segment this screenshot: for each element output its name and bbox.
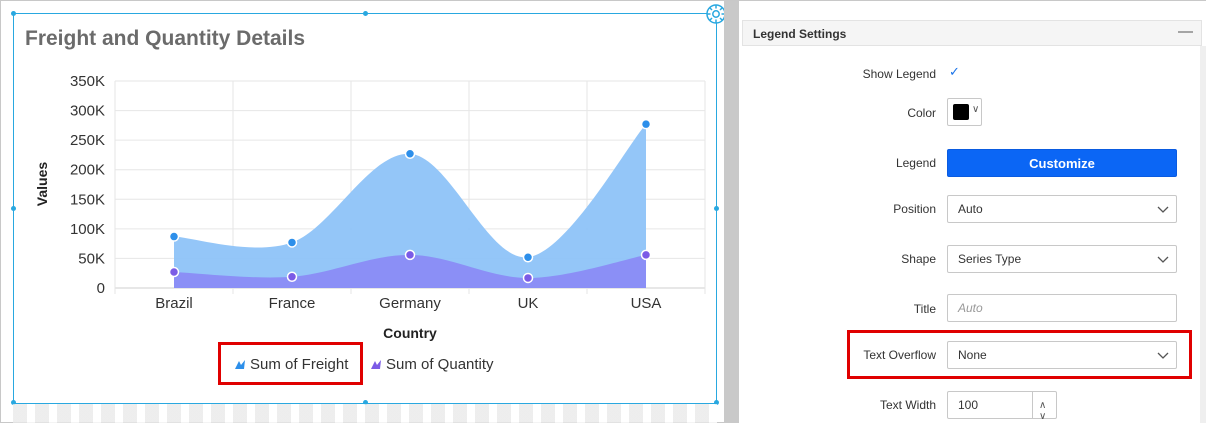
legend-quantity-icon <box>371 360 381 369</box>
legend-quantity-label: Sum of Quantity <box>386 356 494 373</box>
text-overflow-label: Text Overflow <box>863 348 936 362</box>
legend-label: Legend <box>895 156 936 170</box>
x-tick-label: Germany <box>379 295 441 312</box>
color-picker[interactable]: ∨ <box>947 98 982 126</box>
data-point-quantity <box>286 271 298 283</box>
y-tick-label: 150K <box>70 191 105 208</box>
resize-handle-right[interactable] <box>714 206 719 211</box>
chevron-down-icon[interactable]: ∨ <box>1039 411 1047 422</box>
y-axis-label: Values <box>34 162 50 207</box>
chart-area: 350K 300K 250K 200K 150K 100K 50K 0 Brazil France… <box>34 73 706 373</box>
y-tick-label: 100K <box>70 221 105 238</box>
show-legend-label: Show Legend <box>862 67 936 81</box>
x-tick-label: France <box>269 295 316 312</box>
position-label: Position <box>893 202 936 216</box>
resize-handle-bottom-right[interactable] <box>714 400 719 405</box>
text-width-label: Text Width <box>879 398 936 412</box>
legend-freight-label: Sum of Freight <box>250 356 349 373</box>
legend-item-quantity[interactable]: Sum of Quantity <box>371 356 494 373</box>
data-point-freight <box>168 231 180 242</box>
chart-markers <box>168 118 652 284</box>
stepper-buttons[interactable]: ∧ ∨ <box>1032 392 1056 422</box>
data-point-freight <box>640 118 652 130</box>
resize-handle-top[interactable] <box>363 11 368 16</box>
panel-header[interactable]: Legend Settings — <box>742 20 1202 46</box>
settings-panel: Legend Settings — Show Legend ✓ Color ∨ … <box>739 1 1206 423</box>
data-point-freight <box>404 148 416 159</box>
resize-handle-bottom-left[interactable] <box>11 400 16 405</box>
shape-label: Shape <box>901 252 936 266</box>
shape-select[interactable]: Series Type <box>947 245 1177 273</box>
title-input[interactable]: Auto <box>947 294 1177 322</box>
chart-ticks: 350K 300K 250K 200K 150K 100K 50K 0 Brazil France… <box>70 73 661 312</box>
data-point-quantity <box>522 272 534 284</box>
data-point-freight <box>286 237 298 248</box>
resize-handle-bottom[interactable] <box>363 400 368 405</box>
chart-title: Freight and Quantity Details <box>25 27 306 50</box>
resize-handle-left[interactable] <box>11 206 16 211</box>
data-point-quantity <box>168 266 180 278</box>
y-tick-label: 250K <box>70 132 105 149</box>
text-overflow-value: None <box>958 348 987 362</box>
title-label: Title <box>913 302 936 316</box>
y-tick-label: 0 <box>97 280 105 297</box>
x-tick-label: USA <box>631 295 662 312</box>
gear-icon[interactable] <box>705 3 727 25</box>
customize-button[interactable]: Customize <box>947 149 1177 177</box>
y-tick-label: 300K <box>70 103 105 120</box>
color-label: Color <box>907 106 936 120</box>
panel-scrollbar[interactable] <box>1200 46 1206 423</box>
legend-freight-icon <box>235 360 245 369</box>
text-width-stepper[interactable]: 100 ∧ ∨ <box>947 391 1057 422</box>
position-select[interactable]: Auto <box>947 195 1177 223</box>
panel-title: Legend Settings <box>753 27 847 41</box>
x-tick-label: Brazil <box>155 295 193 312</box>
text-width-value: 100 <box>958 398 979 412</box>
minus-icon[interactable]: — <box>1178 23 1193 40</box>
y-tick-label: 350K <box>70 73 105 90</box>
chevron-up-icon[interactable]: ∧ <box>1039 400 1047 411</box>
x-axis-label: Country <box>383 325 437 341</box>
data-point-quantity <box>404 249 416 261</box>
canvas-strip <box>13 404 717 423</box>
highlight-legend-freight <box>218 342 363 385</box>
legend-item-freight[interactable]: Sum of Freight <box>235 356 349 373</box>
show-legend-checkbox[interactable]: ✓ <box>949 64 960 79</box>
x-tick-label: UK <box>518 295 539 312</box>
chevron-down-icon <box>1157 352 1169 359</box>
highlight-text-overflow <box>847 330 1192 379</box>
y-tick-label: 200K <box>70 162 105 179</box>
text-overflow-select[interactable]: None <box>947 341 1177 369</box>
chevron-down-icon <box>1157 206 1169 213</box>
data-point-freight <box>522 251 534 263</box>
position-value: Auto <box>958 202 983 216</box>
splitter[interactable] <box>724 1 739 423</box>
resize-handle-top-left[interactable] <box>11 11 16 16</box>
data-point-quantity <box>640 249 652 261</box>
shape-value: Series Type <box>958 252 1022 266</box>
y-tick-label: 50K <box>78 250 105 267</box>
chevron-down-icon <box>1157 256 1169 263</box>
color-swatch <box>953 104 969 120</box>
chevron-down-icon: ∨ <box>972 104 980 115</box>
